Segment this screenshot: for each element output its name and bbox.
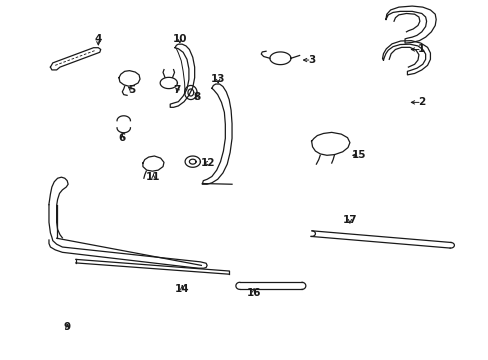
Text: 13: 13 [210,75,225,85]
Text: 7: 7 [173,85,181,95]
Text: 5: 5 [128,85,135,95]
Text: 6: 6 [119,133,126,143]
Text: 2: 2 [417,98,425,107]
Text: 16: 16 [246,288,261,298]
Text: 15: 15 [351,150,366,160]
Text: 14: 14 [175,284,189,294]
Text: 10: 10 [172,34,187,44]
Text: 8: 8 [193,92,200,102]
Text: 4: 4 [95,34,102,44]
Text: 17: 17 [342,215,357,225]
Text: 3: 3 [307,55,315,65]
Text: 9: 9 [63,323,71,333]
Text: 12: 12 [201,158,215,168]
Text: 1: 1 [417,45,425,54]
Text: 11: 11 [146,172,161,182]
